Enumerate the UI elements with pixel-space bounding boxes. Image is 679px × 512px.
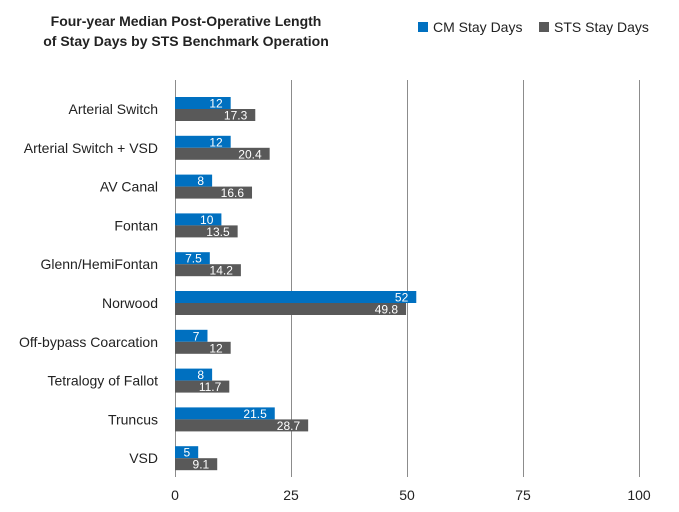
category-label: AV Canal	[100, 179, 158, 195]
data-label-cm: 52	[395, 291, 409, 305]
data-label-sts: 13.5	[206, 225, 230, 239]
legend-label-cm: CM Stay Days	[433, 19, 522, 35]
category-label: Off-bypass Coarcation	[19, 334, 158, 350]
data-label-sts: 11.7	[199, 380, 222, 394]
x-tick-label: 0	[171, 487, 179, 503]
category-labels: Arterial Switch Arterial Switch + VSD AV C…	[19, 101, 158, 466]
data-label-cm: 8	[197, 174, 204, 188]
legend-swatch-sts	[539, 22, 549, 32]
data-label-cm: 7	[193, 329, 200, 343]
bar-cm	[175, 135, 231, 148]
bar-sts	[175, 264, 241, 277]
bar-sts	[175, 186, 253, 199]
bars: 1217.31220.4816.61013.57.514.25249.87128…	[175, 97, 417, 472]
bar-cm	[175, 97, 231, 109]
category-label: Tetralogy of Fallot	[48, 373, 159, 389]
data-label-sts: 9.1	[193, 458, 210, 472]
bar-sts	[175, 458, 218, 471]
legend-swatch-cm	[418, 22, 428, 32]
data-label-sts: 49.8	[375, 303, 399, 317]
chart-title-line-1: Four-year Median Post-Operative Length	[51, 13, 322, 29]
data-label-cm: 8	[197, 368, 204, 382]
data-label-sts: 12	[209, 341, 223, 355]
bar-sts	[175, 109, 256, 121]
data-label-cm: 12	[209, 135, 223, 149]
chart-title: Four-year Median Post-Operative Length o…	[43, 13, 329, 49]
x-tick-label: 25	[283, 487, 299, 503]
data-label-sts: 28.7	[277, 419, 301, 433]
bar-cm	[175, 329, 208, 342]
bar-sts	[175, 303, 407, 315]
bar-sts	[175, 380, 230, 393]
data-label-cm: 12	[209, 97, 223, 111]
category-label: Norwood	[102, 295, 158, 311]
category-label: Fontan	[114, 217, 158, 233]
data-label-cm: 7.5	[185, 252, 202, 266]
category-label: Truncus	[108, 411, 158, 427]
x-tick-label: 75	[515, 487, 531, 503]
bar-sts	[175, 341, 231, 354]
bar-cm	[175, 368, 213, 381]
data-label-sts: 16.6	[221, 186, 245, 200]
data-label-cm: 10	[200, 213, 214, 227]
category-label: VSD	[129, 450, 158, 466]
bar-sts	[175, 225, 238, 238]
legend: CM Stay Days STS Stay Days	[418, 19, 649, 35]
bar-sts	[175, 419, 309, 432]
category-label: Glenn/HemiFontan	[40, 256, 158, 272]
bar-cm	[175, 446, 199, 459]
data-label-sts: 14.2	[210, 264, 234, 278]
x-axis-tick-labels: 0 25 50 75 100	[171, 487, 651, 503]
category-label: Arterial Switch + VSD	[24, 140, 158, 156]
data-label-sts: 17.3	[224, 109, 248, 123]
bar-cm	[175, 213, 222, 226]
data-label-cm: 21.5	[243, 407, 267, 421]
data-label-sts: 20.4	[238, 147, 262, 161]
legend-label-sts: STS Stay Days	[554, 19, 649, 35]
bar-cm	[175, 291, 417, 303]
bar-cm	[175, 252, 210, 265]
x-tick-label: 100	[627, 487, 651, 503]
bar-sts	[175, 147, 270, 160]
data-label-cm: 5	[184, 446, 191, 460]
category-label: Arterial Switch	[69, 101, 158, 117]
x-tick-label: 50	[399, 487, 415, 503]
bar-cm	[175, 174, 213, 187]
chart-title-line-2: of Stay Days by STS Benchmark Operation	[43, 33, 329, 49]
bar-cm	[175, 407, 275, 420]
